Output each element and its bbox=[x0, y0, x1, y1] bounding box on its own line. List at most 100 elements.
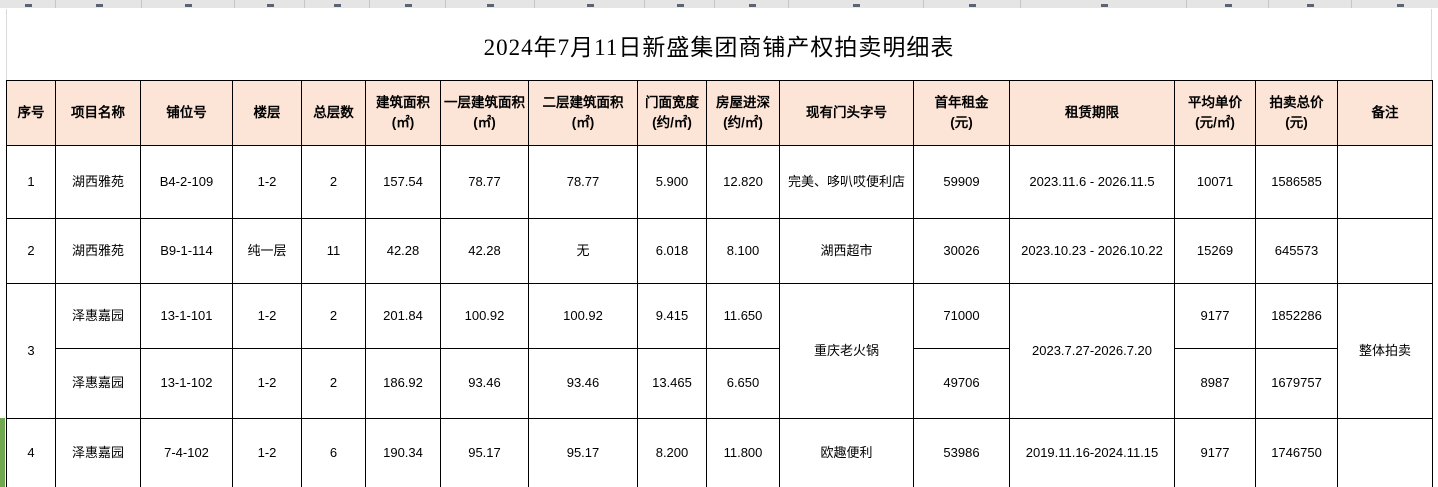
cell-second-floor-area[interactable]: 100.92 bbox=[528, 283, 638, 349]
column-letter-remnant[interactable] bbox=[789, 0, 924, 8]
cell-floor[interactable]: 纯一层 bbox=[232, 218, 302, 284]
cell-house-depth[interactable]: 6.650 bbox=[706, 348, 780, 419]
header-house-depth[interactable]: 房屋进深 (约/㎡) bbox=[706, 80, 780, 146]
header-frontage-width[interactable]: 门面宽度 (约/㎡) bbox=[637, 80, 707, 146]
cell-auction-total-price[interactable]: 645573 bbox=[1255, 218, 1338, 284]
cell-floor[interactable]: 1-2 bbox=[232, 283, 302, 349]
cell-frontage-width[interactable]: 9.415 bbox=[637, 283, 707, 349]
cell-shop-no[interactable]: 13-1-102 bbox=[140, 348, 233, 419]
cell-lease-term[interactable]: 2023.7.27-2026.7.20 bbox=[1009, 283, 1175, 419]
column-letter-remnant[interactable] bbox=[370, 0, 446, 8]
cell-total-floors[interactable]: 2 bbox=[301, 145, 366, 219]
cell-auction-total-price[interactable]: 1852286 bbox=[1255, 283, 1338, 349]
cell-first-year-rent[interactable]: 71000 bbox=[913, 283, 1010, 349]
cell-frontage-width[interactable]: 8.200 bbox=[637, 418, 707, 487]
cell-avg-unit-price[interactable]: 10071 bbox=[1174, 145, 1256, 219]
cell-house-depth[interactable]: 11.800 bbox=[706, 418, 780, 487]
cell-avg-unit-price[interactable]: 15269 bbox=[1174, 218, 1256, 284]
cell-shop-no[interactable]: B4-2-109 bbox=[140, 145, 233, 219]
column-letter-remnant[interactable] bbox=[1187, 0, 1269, 8]
cell-current-signage[interactable]: 欧趣便利 bbox=[779, 418, 914, 487]
header-serial-no[interactable]: 序号 bbox=[6, 80, 56, 146]
cell-floor[interactable]: 1-2 bbox=[232, 348, 302, 419]
cell-avg-unit-price[interactable]: 9177 bbox=[1174, 418, 1256, 487]
cell-total-floors[interactable]: 6 bbox=[301, 418, 366, 487]
column-letter-remnant[interactable] bbox=[924, 0, 1021, 8]
header-first-year-rent[interactable]: 首年租金 (元) bbox=[913, 80, 1010, 146]
column-letter-remnant[interactable] bbox=[446, 0, 535, 8]
cell-first-year-rent[interactable]: 49706 bbox=[913, 348, 1010, 419]
cell-building-area[interactable]: 201.84 bbox=[365, 283, 441, 349]
column-letter-remnant[interactable] bbox=[535, 0, 645, 8]
cell-project-name[interactable]: 泽惠嘉园 bbox=[55, 418, 141, 487]
column-letter-remnant[interactable] bbox=[1269, 0, 1352, 8]
cell-auction-total-price[interactable]: 1679757 bbox=[1255, 348, 1338, 419]
cell-first-floor-area[interactable]: 95.17 bbox=[440, 418, 529, 487]
cell-lease-term[interactable]: 2019.11.16-2024.11.15 bbox=[1009, 418, 1175, 487]
cell-total-floors[interactable]: 2 bbox=[301, 283, 366, 349]
cell-first-floor-area[interactable]: 78.77 bbox=[440, 145, 529, 219]
header-auction-total-price[interactable]: 拍卖总价 (元) bbox=[1255, 80, 1338, 146]
header-floor[interactable]: 楼层 bbox=[232, 80, 302, 146]
cell-building-area[interactable]: 157.54 bbox=[365, 145, 441, 219]
header-second-floor-area[interactable]: 二层建筑面积 (㎡) bbox=[528, 80, 638, 146]
column-letter-remnant[interactable] bbox=[645, 0, 715, 8]
cell-auction-total-price[interactable]: 1586585 bbox=[1255, 145, 1338, 219]
cell-total-floors[interactable]: 2 bbox=[301, 348, 366, 419]
cell-floor[interactable]: 1-2 bbox=[232, 145, 302, 219]
cell-remarks[interactable] bbox=[1337, 145, 1433, 219]
cell-floor[interactable]: 1-2 bbox=[232, 418, 302, 487]
title-cell[interactable]: 2024年7月11日新盛集团商铺产权拍卖明细表 bbox=[6, 9, 1432, 80]
cell-current-signage[interactable]: 重庆老火锅 bbox=[779, 283, 914, 419]
cell-frontage-width[interactable]: 6.018 bbox=[637, 218, 707, 284]
cell-total-floors[interactable]: 11 bbox=[301, 218, 366, 284]
cell-shop-no[interactable]: 13-1-101 bbox=[140, 283, 233, 349]
column-letter-remnant[interactable] bbox=[235, 0, 305, 8]
cell-house-depth[interactable]: 11.650 bbox=[706, 283, 780, 349]
cell-shop-no[interactable]: 7-4-102 bbox=[140, 418, 233, 487]
cell-second-floor-area[interactable]: 93.46 bbox=[528, 348, 638, 419]
cell-frontage-width[interactable]: 13.465 bbox=[637, 348, 707, 419]
cell-avg-unit-price[interactable]: 8987 bbox=[1174, 348, 1256, 419]
cell-serial-no[interactable]: 1 bbox=[6, 145, 56, 219]
cell-second-floor-area[interactable]: 无 bbox=[528, 218, 638, 284]
cell-remarks[interactable]: 整体拍卖 bbox=[1337, 283, 1433, 419]
header-total-floors[interactable]: 总层数 bbox=[301, 80, 366, 146]
cell-first-year-rent[interactable]: 53986 bbox=[913, 418, 1010, 487]
cell-current-signage[interactable]: 完美、哆叭哎便利店 bbox=[779, 145, 914, 219]
cell-serial-no[interactable]: 3 bbox=[6, 283, 56, 419]
column-letter-remnant[interactable] bbox=[56, 0, 142, 8]
header-first-floor-area[interactable]: 一层建筑面积 (㎡) bbox=[440, 80, 529, 146]
cell-remarks[interactable] bbox=[1337, 418, 1433, 487]
cell-current-signage[interactable]: 湖西超市 bbox=[779, 218, 914, 284]
column-letter-remnant[interactable] bbox=[1352, 0, 1438, 8]
cell-project-name[interactable]: 泽惠嘉园 bbox=[55, 348, 141, 419]
cell-lease-term[interactable]: 2023.10.23 - 2026.10.22 bbox=[1009, 218, 1175, 284]
header-avg-unit-price[interactable]: 平均单价 (元/㎡) bbox=[1174, 80, 1256, 146]
cell-building-area[interactable]: 42.28 bbox=[365, 218, 441, 284]
cell-shop-no[interactable]: B9-1-114 bbox=[140, 218, 233, 284]
cell-remarks[interactable] bbox=[1337, 218, 1433, 284]
header-remarks[interactable]: 备注 bbox=[1337, 80, 1433, 146]
cell-auction-total-price[interactable]: 1746750 bbox=[1255, 418, 1338, 487]
cell-building-area[interactable]: 186.92 bbox=[365, 348, 441, 419]
cell-first-floor-area[interactable]: 100.92 bbox=[440, 283, 529, 349]
cell-first-floor-area[interactable]: 93.46 bbox=[440, 348, 529, 419]
cell-second-floor-area[interactable]: 78.77 bbox=[528, 145, 638, 219]
cell-first-year-rent[interactable]: 30026 bbox=[913, 218, 1010, 284]
column-letter-remnant[interactable] bbox=[715, 0, 789, 8]
cell-serial-no[interactable]: 4 bbox=[6, 418, 56, 487]
cell-frontage-width[interactable]: 5.900 bbox=[637, 145, 707, 219]
header-lease-term[interactable]: 租赁期限 bbox=[1009, 80, 1175, 146]
header-current-signage[interactable]: 现有门头字号 bbox=[779, 80, 914, 146]
column-letter-remnant[interactable] bbox=[0, 0, 56, 8]
cell-project-name[interactable]: 湖西雅苑 bbox=[55, 218, 141, 284]
column-letter-remnant[interactable] bbox=[305, 0, 370, 8]
cell-serial-no[interactable]: 2 bbox=[6, 218, 56, 284]
header-shop-no[interactable]: 铺位号 bbox=[140, 80, 233, 146]
header-building-area[interactable]: 建筑面积 (㎡) bbox=[365, 80, 441, 146]
cell-project-name[interactable]: 泽惠嘉园 bbox=[55, 283, 141, 349]
cell-first-year-rent[interactable]: 59909 bbox=[913, 145, 1010, 219]
cell-second-floor-area[interactable]: 95.17 bbox=[528, 418, 638, 487]
cell-project-name[interactable]: 湖西雅苑 bbox=[55, 145, 141, 219]
